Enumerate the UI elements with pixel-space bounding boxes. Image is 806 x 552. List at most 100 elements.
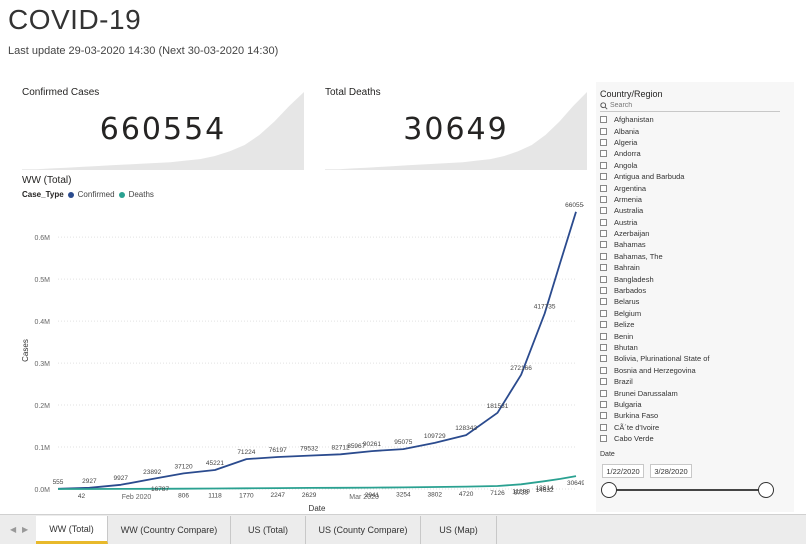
- country-checkbox[interactable]: [600, 298, 607, 306]
- country-label: Belgium: [614, 308, 642, 318]
- total-deaths-value: 30649: [403, 112, 509, 147]
- country-checkbox[interactable]: [600, 344, 607, 351]
- tab-us-county-compare[interactable]: US (County Compare): [306, 516, 421, 544]
- legend-confirmed-label[interactable]: Confirmed: [77, 190, 115, 199]
- country-option[interactable]: Antigua and Barbuda: [600, 171, 790, 182]
- country-checkbox[interactable]: [600, 195, 607, 203]
- country-label: Afghanistan: [614, 115, 654, 125]
- y-axis-title: Cases: [21, 339, 30, 362]
- country-label: Andorra: [614, 149, 641, 159]
- ww-total-chart[interactable]: 0.0M 0.1M 0.2M 0.3M 0.4M 0.5M 0.6M Feb 2020 Mar …: [14, 170, 584, 512]
- country-option[interactable]: Bahrain: [600, 262, 790, 273]
- country-option[interactable]: Bulgaria: [600, 399, 790, 410]
- country-option[interactable]: Brunei Darussalam: [600, 387, 790, 398]
- country-option[interactable]: Bhutan: [600, 342, 790, 353]
- country-option[interactable]: Azerbaijan: [600, 228, 790, 239]
- confirmed-sparkline-area: [22, 92, 304, 170]
- country-label: Angola: [614, 160, 638, 170]
- total-deaths-title: Total Deaths: [325, 87, 381, 98]
- country-checkbox[interactable]: [600, 161, 607, 169]
- date-start-input[interactable]: 1/22/2020: [602, 464, 644, 478]
- total-deaths-card[interactable]: Total Deaths 30649: [325, 82, 587, 170]
- country-checkbox[interactable]: [600, 435, 607, 443]
- country-option[interactable]: Belgium: [600, 308, 790, 319]
- country-label: CÃ´te d'Ivoire: [614, 422, 660, 432]
- date-range-start-handle[interactable]: [601, 482, 617, 498]
- country-checkbox[interactable]: [600, 275, 607, 283]
- country-label: Bolivia, Plurinational State of: [614, 354, 710, 364]
- data-label: 1118: [208, 493, 222, 500]
- country-option[interactable]: Andorra: [600, 148, 790, 159]
- data-label: 85967: [347, 443, 365, 450]
- country-option[interactable]: Australia: [600, 205, 790, 216]
- data-label: 23892: [143, 469, 161, 476]
- country-label: Antigua and Barbuda: [614, 172, 685, 182]
- date-range-track[interactable]: [608, 489, 765, 491]
- country-checkbox[interactable]: [600, 252, 607, 260]
- country-option[interactable]: Albania: [600, 125, 790, 136]
- country-checkbox[interactable]: [600, 173, 607, 181]
- search-input[interactable]: [610, 102, 760, 109]
- x-axis-title: Date: [309, 504, 326, 512]
- data-label: 417735: [534, 304, 556, 311]
- country-checkbox[interactable]: [600, 127, 607, 135]
- country-checkbox[interactable]: [600, 138, 607, 146]
- country-checkbox[interactable]: [600, 116, 607, 124]
- country-checkbox[interactable]: [600, 412, 607, 420]
- country-checkbox[interactable]: [600, 355, 607, 363]
- country-label: Barbados: [614, 286, 647, 296]
- country-option[interactable]: Brazil: [600, 376, 790, 387]
- tab-us-total[interactable]: US (Total): [231, 516, 306, 544]
- country-label: Azerbaijan: [614, 229, 650, 239]
- legend-deaths-label[interactable]: Deaths: [128, 190, 154, 199]
- country-checkbox[interactable]: [600, 400, 607, 408]
- country-option[interactable]: Argentina: [600, 182, 790, 193]
- country-checkbox[interactable]: [600, 378, 607, 386]
- country-label: Argentina: [614, 183, 647, 193]
- country-option[interactable]: Cabo Verde: [600, 433, 790, 444]
- country-option[interactable]: Benin: [600, 330, 790, 341]
- country-option[interactable]: Belarus: [600, 296, 790, 307]
- country-option[interactable]: Algeria: [600, 137, 790, 148]
- tab-ww-country-compare[interactable]: WW (Country Compare): [108, 516, 231, 544]
- country-option[interactable]: Bangladesh: [600, 273, 790, 284]
- country-label: Algeria: [614, 137, 638, 147]
- y-tick-label: 0.0M: [34, 487, 50, 494]
- country-option[interactable]: Bahamas: [600, 239, 790, 250]
- country-checkbox[interactable]: [600, 230, 607, 238]
- country-option[interactable]: Angola: [600, 160, 790, 171]
- country-option[interactable]: Bosnia and Herzegovina: [600, 365, 790, 376]
- confirmed-cases-card[interactable]: Confirmed Cases 660554: [22, 82, 304, 170]
- country-label: Albania: [614, 126, 640, 136]
- country-option[interactable]: Bolivia, Plurinational State of: [600, 353, 790, 364]
- tab-ww-total[interactable]: WW (Total): [36, 516, 108, 544]
- country-option[interactable]: Burkina Faso: [600, 410, 790, 421]
- country-checkbox[interactable]: [600, 207, 607, 215]
- tab-us-map[interactable]: US (Map): [421, 516, 497, 544]
- country-option[interactable]: Armenia: [600, 194, 790, 205]
- country-checkbox[interactable]: [600, 241, 607, 249]
- tab-scroll-left-icon[interactable]: ◀: [10, 525, 17, 534]
- country-option[interactable]: Barbados: [600, 285, 790, 296]
- country-checkbox[interactable]: [600, 366, 607, 374]
- country-option[interactable]: Afghanistan: [600, 114, 790, 125]
- data-label: 128343: [455, 425, 477, 432]
- confirmed-cases-title: Confirmed Cases: [22, 87, 100, 98]
- country-checkbox[interactable]: [600, 218, 607, 226]
- date-range-end-handle[interactable]: [758, 482, 774, 498]
- country-option[interactable]: Belize: [600, 319, 790, 330]
- country-checkbox[interactable]: [600, 184, 607, 192]
- tab-scroll-right-icon[interactable]: ▶: [22, 525, 29, 534]
- country-checkbox[interactable]: [600, 423, 607, 431]
- country-checkbox[interactable]: [600, 150, 607, 158]
- country-option[interactable]: Bahamas, The: [600, 251, 790, 262]
- date-end-input[interactable]: 3/28/2020: [650, 464, 692, 478]
- country-checkbox[interactable]: [600, 264, 607, 272]
- country-checkbox[interactable]: [600, 309, 607, 317]
- country-option[interactable]: CÃ´te d'Ivoire: [600, 422, 790, 433]
- country-checkbox[interactable]: [600, 332, 607, 340]
- country-checkbox[interactable]: [600, 321, 607, 329]
- country-checkbox[interactable]: [600, 287, 607, 295]
- country-option[interactable]: Austria: [600, 217, 790, 228]
- country-checkbox[interactable]: [600, 389, 607, 397]
